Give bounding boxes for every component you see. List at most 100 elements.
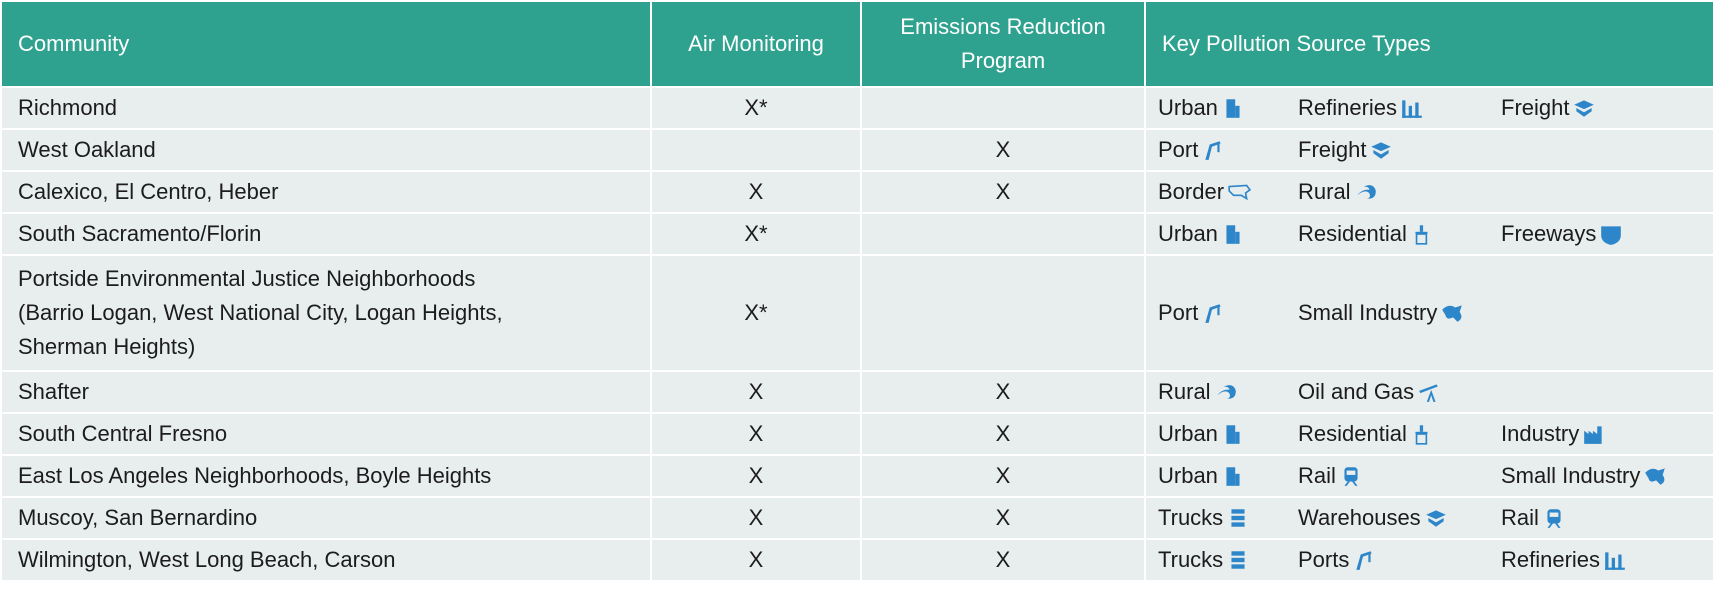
source-label: Rural bbox=[1158, 379, 1211, 404]
source-icon bbox=[1356, 551, 1372, 570]
source: Port bbox=[1158, 296, 1225, 330]
source-label: Small Industry bbox=[1298, 300, 1438, 325]
sources-cell: Port Freight bbox=[1144, 128, 1713, 172]
header-cell: Air Monitoring bbox=[650, 0, 862, 88]
source: Freight bbox=[1298, 133, 1393, 167]
source: Refineries bbox=[1298, 91, 1424, 125]
source-icon bbox=[1584, 426, 1602, 444]
community-cell: South Sacramento/Florin bbox=[0, 212, 652, 256]
community-name: South Central Fresno bbox=[18, 421, 228, 446]
mark-cell bbox=[860, 86, 1146, 130]
x-mark: X bbox=[748, 379, 764, 404]
community-name: East Los Angeles Neighborhoods, Boyle He… bbox=[18, 463, 492, 488]
source-label: Port bbox=[1158, 300, 1199, 325]
mark-cell bbox=[650, 128, 862, 172]
row: West Oakland X Port Freight bbox=[0, 128, 1713, 172]
source: Urban bbox=[1158, 417, 1245, 451]
sources-cell: Urban Residential Freeways bbox=[1144, 212, 1713, 256]
mark-cell bbox=[860, 212, 1146, 256]
source: Residential bbox=[1298, 417, 1434, 451]
x-mark: X bbox=[995, 547, 1011, 572]
source-label: Refineries bbox=[1298, 95, 1398, 120]
header-cell: Key Pollution Source Types bbox=[1144, 0, 1713, 88]
mark-cell: X bbox=[860, 412, 1146, 456]
community-name: Muscoy, San Bernardino bbox=[18, 505, 258, 530]
source: Small Industry bbox=[1501, 459, 1667, 493]
source-icon bbox=[1231, 551, 1245, 569]
row: East Los Angeles Neighborhoods, Boyle He… bbox=[0, 454, 1713, 498]
community-name: West Oakland bbox=[18, 137, 156, 162]
source: Rural bbox=[1298, 175, 1378, 209]
source: Small Industry bbox=[1298, 296, 1464, 330]
source-icon bbox=[1231, 509, 1245, 527]
source-label: Freight bbox=[1501, 95, 1570, 120]
mark-cell: X bbox=[650, 170, 862, 214]
row: Wilmington, West Long Beach, Carson X X Tru… bbox=[0, 538, 1713, 582]
source: Urban bbox=[1158, 459, 1245, 493]
mark-cell: X bbox=[860, 170, 1146, 214]
source: Port bbox=[1158, 133, 1225, 167]
sources-cell: Urban Refineries Freight bbox=[1144, 86, 1713, 130]
source-label: Freeways bbox=[1501, 221, 1597, 246]
community-cell: Muscoy, San Bernardino bbox=[0, 496, 652, 540]
page: Community Air Monitoring Emissions Reduc… bbox=[0, 0, 1713, 582]
mark-cell: X bbox=[650, 496, 862, 540]
source-label: Ports bbox=[1298, 547, 1350, 572]
source-icon bbox=[1226, 425, 1240, 444]
source: Rail bbox=[1501, 501, 1566, 535]
source-label: Urban bbox=[1158, 95, 1218, 120]
row: Portside Environmental Justice Neighborh… bbox=[0, 254, 1713, 372]
sources-cell: Border Rural bbox=[1144, 170, 1713, 214]
source: Warehouses bbox=[1298, 501, 1448, 535]
community-name: Calexico, El Centro, Heber bbox=[18, 179, 279, 204]
mark-cell bbox=[860, 254, 1146, 372]
sources-cell: Trucks Ports Refineries bbox=[1144, 538, 1713, 582]
table: Community Air Monitoring Emissions Reduc… bbox=[0, 0, 1713, 582]
source-icon bbox=[1228, 184, 1252, 201]
x-mark: X bbox=[748, 179, 764, 204]
source: Trucks bbox=[1158, 543, 1250, 577]
mark-cell: X bbox=[860, 128, 1146, 172]
source-label: Rail bbox=[1298, 463, 1336, 488]
source: Ports bbox=[1298, 543, 1376, 577]
source-icon bbox=[1216, 385, 1236, 399]
source-icon bbox=[1547, 509, 1561, 528]
x-mark: X bbox=[748, 421, 764, 446]
x-mark: X* bbox=[744, 221, 768, 246]
source-icon bbox=[1425, 510, 1446, 527]
community-cell: Shafter bbox=[0, 370, 652, 414]
x-mark: X bbox=[748, 505, 764, 530]
header-row: Community Air Monitoring Emissions Reduc… bbox=[0, 0, 1713, 88]
community-cell: East Los Angeles Neighborhoods, Boyle He… bbox=[0, 454, 652, 498]
sources-cell: Urban Residential Industry bbox=[1144, 412, 1713, 456]
community-cell: Portside Environmental Justice Neighborh… bbox=[0, 254, 652, 372]
source-label: Urban bbox=[1158, 463, 1218, 488]
mark-cell: X* bbox=[650, 254, 862, 372]
source: Rail bbox=[1298, 459, 1363, 493]
row: South Sacramento/Florin X* Urban Residentia… bbox=[0, 212, 1713, 256]
source-label: Port bbox=[1158, 137, 1199, 162]
source-label: Residential bbox=[1298, 221, 1407, 246]
source-icon bbox=[1205, 141, 1221, 160]
x-mark: X bbox=[748, 463, 764, 488]
x-mark: X bbox=[995, 137, 1011, 162]
source-icon bbox=[1226, 467, 1240, 486]
x-mark: X bbox=[995, 179, 1011, 204]
row: Calexico, El Centro, Heber X X Border Rural bbox=[0, 170, 1713, 214]
sources-cell: Trucks Warehouses Rail bbox=[1144, 496, 1713, 540]
source-icon bbox=[1371, 142, 1392, 159]
community-name: Shafter bbox=[18, 379, 89, 404]
community-cell: Wilmington, West Long Beach, Carson bbox=[0, 538, 652, 582]
source-icon bbox=[1601, 226, 1622, 245]
source-label: Residential bbox=[1298, 421, 1407, 446]
sources-cell: Port Small Industry bbox=[1144, 254, 1713, 372]
row: Richmond X* Urban Refineries Freight bbox=[0, 86, 1713, 130]
source-label: Trucks bbox=[1158, 547, 1224, 572]
source-label: Urban bbox=[1158, 221, 1218, 246]
source: Border bbox=[1158, 175, 1252, 209]
source: Freight bbox=[1501, 91, 1596, 125]
x-mark: X bbox=[995, 421, 1011, 446]
source-label: Oil and Gas bbox=[1298, 379, 1415, 404]
x-mark: X* bbox=[744, 300, 768, 325]
source-label: Freight bbox=[1298, 137, 1367, 162]
